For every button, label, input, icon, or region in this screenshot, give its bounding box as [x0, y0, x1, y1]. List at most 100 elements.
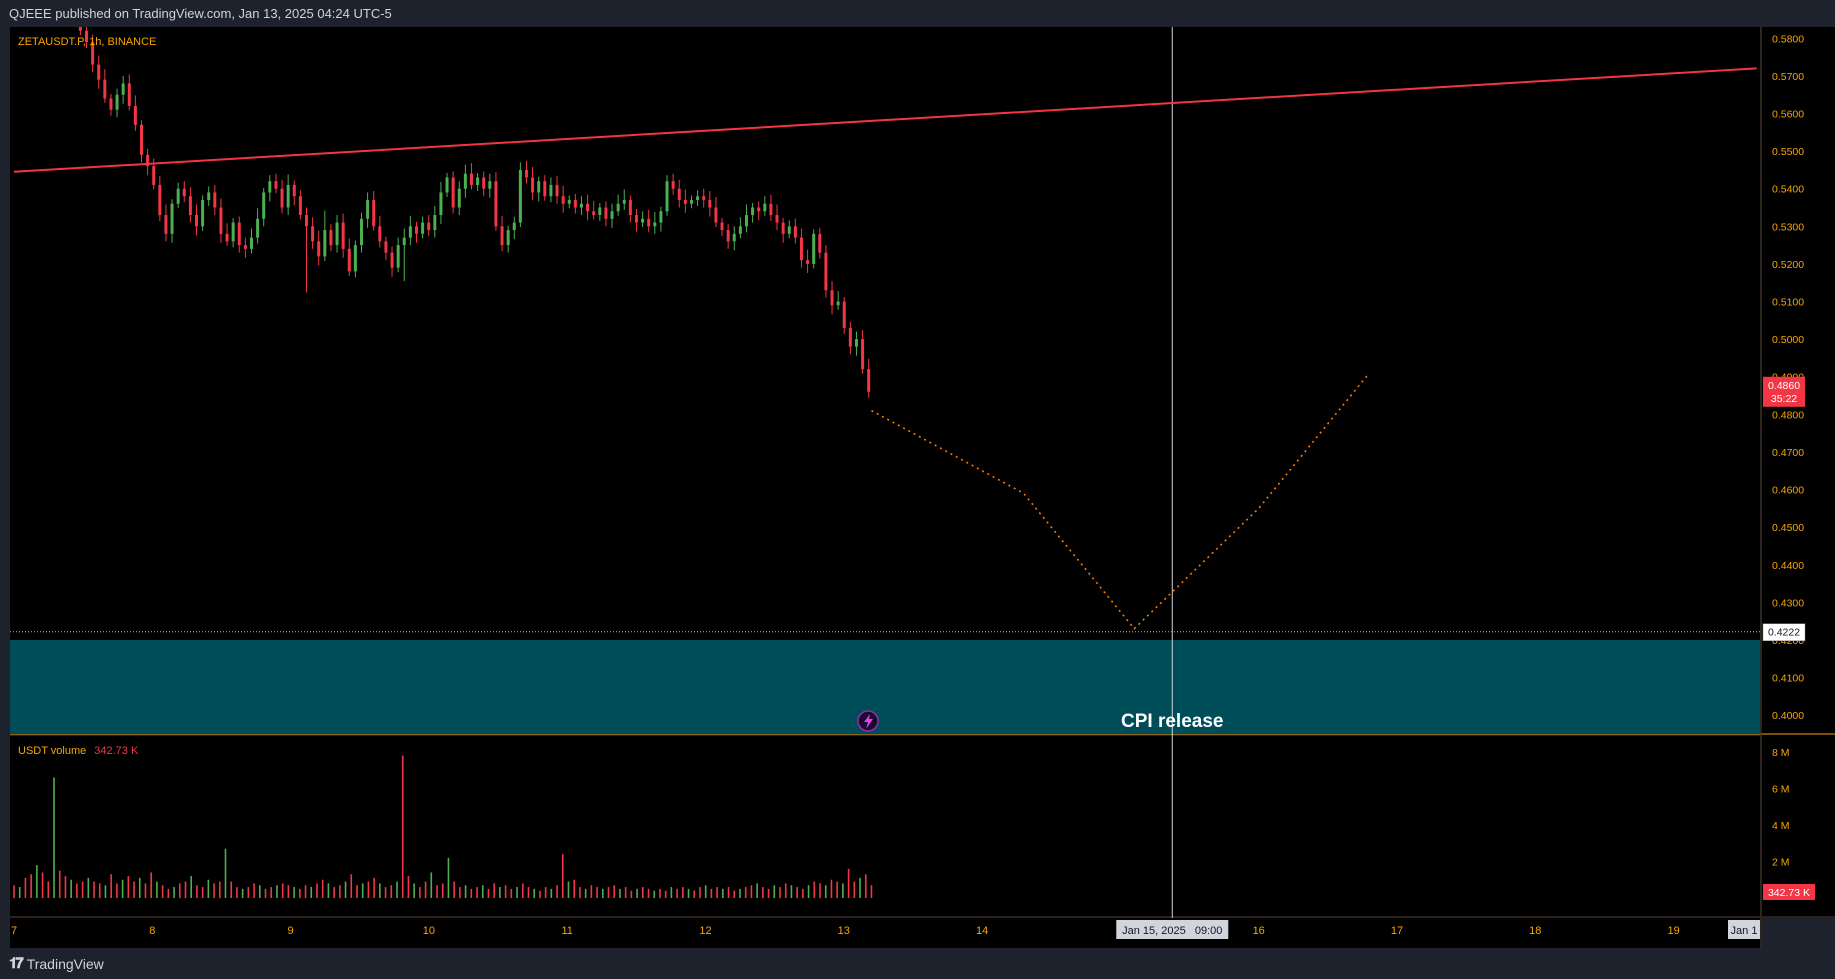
volume-bar	[687, 888, 690, 898]
tradingview-logo[interactable]: 𝟏𝟕 TradingView	[9, 955, 104, 972]
demand-zone[interactable]	[10, 639, 1760, 734]
volume-bar	[733, 890, 736, 898]
candle-body	[421, 222, 425, 234]
volume-bar	[807, 885, 810, 898]
volume-bar	[379, 883, 381, 898]
volume-bar	[401, 755, 404, 898]
volume-bar	[70, 879, 72, 898]
candle-body	[732, 233, 736, 242]
candle-body	[671, 181, 675, 189]
volume-bar	[693, 890, 696, 898]
volume-bar	[750, 885, 753, 898]
price-axis[interactable]	[1762, 27, 1835, 916]
volume-bar	[527, 887, 530, 898]
volume-bar	[356, 885, 358, 898]
time-tick-label: 19	[1667, 925, 1679, 937]
volume-bar	[299, 888, 301, 898]
trendline[interactable]	[13, 67, 1757, 173]
publish-info: QJEEE published on TradingView.com, Jan …	[9, 6, 392, 21]
price-tick-label: 0.5600	[1772, 108, 1804, 120]
volume-last-badge: 342.73 K	[1763, 884, 1815, 900]
candle-body	[274, 181, 278, 189]
volume-bar	[464, 885, 467, 898]
candle-body	[861, 339, 865, 370]
volume-bar	[127, 876, 130, 898]
volume-label-text: USDT volume	[18, 745, 86, 757]
crosshair-time-badge: Jan 15, 2025 09:00	[1116, 920, 1229, 939]
volume-bar	[373, 877, 375, 898]
footer-bar: 𝟏𝟕 TradingView	[0, 950, 1835, 979]
candle-body	[225, 233, 229, 242]
cpi-annotation[interactable]: CPI release	[1121, 711, 1223, 732]
candle-body	[610, 211, 614, 219]
crosshair-time-value: Jan 15, 2025 09:00	[1122, 925, 1222, 937]
candle-body	[763, 203, 767, 212]
volume-bar	[30, 874, 32, 898]
volume-bar	[504, 885, 507, 898]
candle-body	[408, 226, 412, 238]
volume-bar	[802, 888, 804, 898]
volume-bar	[76, 883, 78, 898]
projection-path[interactable]	[871, 372, 1370, 630]
candle-body	[329, 230, 333, 246]
candle-body	[121, 83, 125, 95]
candle-body	[586, 203, 590, 212]
volume-bar	[459, 887, 461, 898]
volume-bar	[842, 883, 844, 898]
volume-bar	[218, 881, 221, 898]
candle-body	[402, 237, 406, 246]
volume-bar	[47, 881, 50, 898]
volume-bar	[276, 885, 278, 898]
candle-body	[78, 27, 82, 31]
volume-bar	[184, 881, 187, 898]
volume-bar	[98, 883, 101, 898]
volume-bar	[230, 881, 233, 898]
volume-bar	[481, 885, 484, 898]
volume-bar	[213, 883, 215, 898]
volume-bar	[58, 870, 61, 898]
candle-body	[384, 241, 388, 253]
candle-body	[445, 177, 449, 193]
candle-body	[146, 154, 150, 167]
volume-bar	[419, 887, 421, 898]
volume-bar	[664, 890, 667, 898]
volume-bar	[281, 883, 284, 898]
time-tick-label: 17	[1391, 925, 1403, 937]
price-pane[interactable]	[10, 27, 1760, 734]
candle-body	[781, 222, 785, 234]
time-tick-label: 10	[423, 925, 435, 937]
volume-bar	[601, 888, 604, 898]
volume-bar	[659, 888, 661, 898]
candle-body	[103, 79, 107, 99]
volume-bar	[104, 885, 107, 898]
volume-bar	[739, 888, 741, 898]
volume-last-value: 342.73 K	[1768, 887, 1810, 899]
volume-bar	[138, 877, 141, 898]
price-tick-label: 0.5200	[1772, 259, 1804, 271]
candle-body	[91, 42, 95, 65]
candle-body	[696, 196, 700, 200]
candle-body	[152, 166, 156, 185]
candle-body	[219, 207, 223, 234]
volume-bar	[430, 872, 433, 898]
candle-body	[353, 245, 357, 272]
time-axis[interactable]	[10, 918, 1760, 948]
volume-bar	[339, 885, 341, 898]
candle-body	[806, 260, 810, 264]
volume-bar	[310, 887, 313, 898]
price-tick-label: 0.4700	[1772, 447, 1804, 459]
event-flash-icon[interactable]	[857, 710, 879, 732]
volume-bar	[847, 868, 850, 898]
volume-bar	[270, 887, 273, 898]
volume-bar	[722, 888, 724, 898]
chart[interactable]: 0.5800 0.5700 0.5600 0.5500 0.5400 0.5300 0.52…	[0, 27, 1835, 950]
price-tick-labels: 0.5800 0.5700 0.5600 0.5500 0.5400 0.5300 0.52…	[1772, 33, 1804, 722]
candle-body	[109, 98, 113, 110]
candle-body	[182, 188, 186, 197]
candle-body	[457, 188, 461, 208]
crosshair-price-badge: 0.4222	[1762, 623, 1806, 641]
volume-bar	[413, 883, 415, 898]
candle-body	[787, 226, 791, 234]
price-tick-label: 0.4400	[1772, 560, 1804, 572]
volume-pane[interactable]	[10, 736, 1760, 916]
